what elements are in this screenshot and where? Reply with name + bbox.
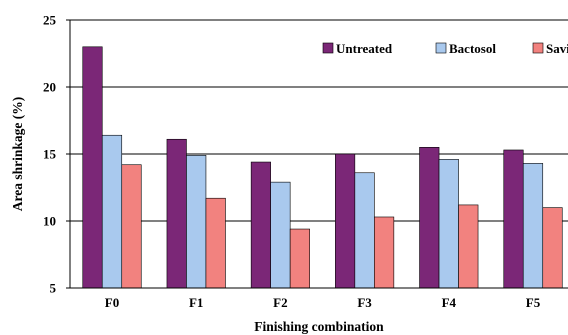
bar-untreated-f5 <box>503 149 524 289</box>
bar-bactosol-f3 <box>354 172 375 289</box>
y-tick-labels: 5 10 15 20 25 <box>43 13 70 296</box>
x-axis-title: Finishing combination <box>254 319 384 334</box>
bar-bactosol-f4 <box>438 159 459 289</box>
bar-savinase-f3 <box>374 216 395 289</box>
legend-swatch-untreated <box>322 42 334 54</box>
x-tick-label: F5 <box>526 295 541 310</box>
x-tick-label: F3 <box>357 295 372 310</box>
bar-untreated-f3 <box>335 153 356 289</box>
legend-swatch-savinase <box>532 42 544 54</box>
x-tick-label: F4 <box>442 295 457 310</box>
bar-savinase-f1 <box>205 197 226 289</box>
bar-bactosol-f2 <box>270 181 291 289</box>
bar-untreated-f1 <box>166 138 187 289</box>
x-tick-label: F2 <box>273 295 287 310</box>
gridlines <box>70 86 568 222</box>
bar-bactosol-f1 <box>186 155 207 289</box>
legend-swatch-bactosol <box>435 42 447 54</box>
legend-label-untreated: Untreated <box>336 41 393 56</box>
bar-bactosol-f0 <box>101 134 123 289</box>
bar-untreated-f4 <box>419 147 440 289</box>
legend-label-bactosol: Bactosol <box>449 41 496 56</box>
bar-savinase-f0 <box>121 164 142 289</box>
x-tick-label: F0 <box>105 295 119 310</box>
x-tick-labels: F0 F1 F2 F3 F4 F5 <box>105 295 541 310</box>
legend-label-savinase: Savinase <box>546 41 568 56</box>
bar-bactosol-f5 <box>522 163 544 289</box>
x-tick-label: F1 <box>189 295 203 310</box>
bars <box>82 46 563 289</box>
y-tick-label: 10 <box>43 214 56 229</box>
y-tick-label: 15 <box>43 147 57 162</box>
bar-savinase-f4 <box>458 204 479 289</box>
bar-savinase-f2 <box>289 228 310 289</box>
y-axis-title: Area shrinkage (%) <box>10 97 25 212</box>
y-tick-label: 5 <box>50 281 57 296</box>
y-tick-label: 25 <box>43 13 57 28</box>
bar-untreated-f2 <box>250 161 271 289</box>
y-tick-label: 20 <box>43 80 56 95</box>
bar-untreated-f0 <box>82 46 103 289</box>
legend: Untreated Bactosol Savinase <box>322 41 568 56</box>
bar-savinase-f5 <box>542 207 563 289</box>
